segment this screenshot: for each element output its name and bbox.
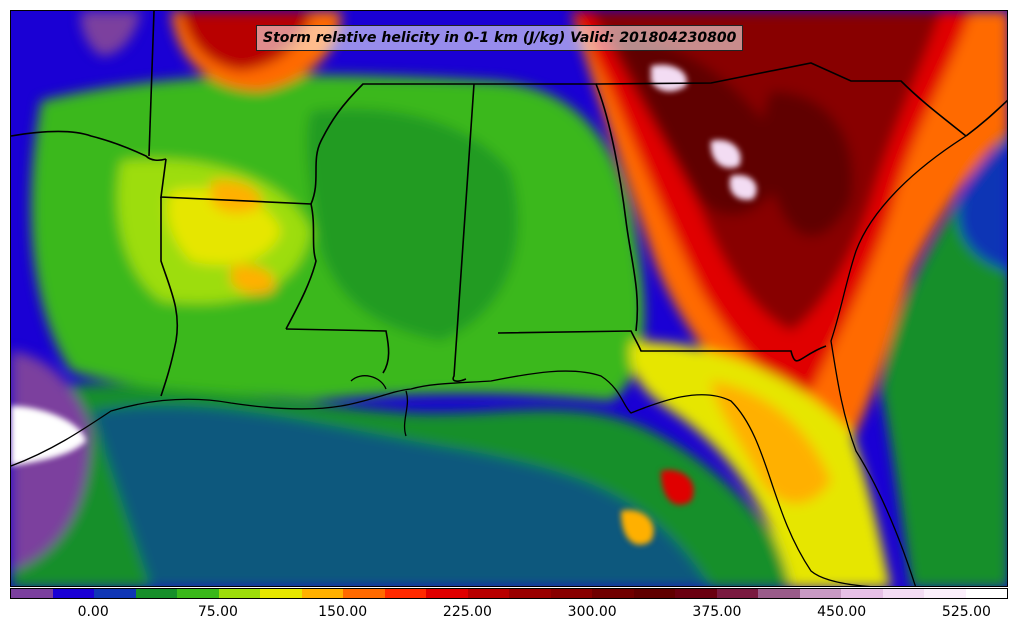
colorbar-tick-label: 150.00: [318, 604, 368, 620]
colorbar-segment: [135, 589, 177, 598]
colorbar: [10, 588, 1008, 599]
colorbar-segment: [52, 589, 94, 598]
colorbar-segment: [675, 589, 717, 598]
colorbar-tick-label: 225.00: [442, 604, 492, 620]
colorbar-segment: [94, 589, 136, 598]
colorbar-segment: [965, 589, 1007, 598]
colorbar-segment: [841, 589, 883, 598]
colorbar-segment: [301, 589, 343, 598]
colorbar-segment: [882, 589, 924, 598]
colorbar-segment: [260, 589, 302, 598]
colorbar-segment: [218, 589, 260, 598]
state-borders: [11, 11, 1007, 397]
helicity-map: [11, 11, 1007, 586]
colorbar-segment: [384, 589, 426, 598]
colorbar-segment: [426, 589, 468, 598]
colorbar-tick-label: 75.00: [197, 604, 238, 620]
helicity-field: [11, 11, 1007, 586]
colorbar-tick-label: 375.00: [692, 604, 742, 620]
colorbar-tick-label: 300.00: [567, 604, 617, 620]
coastline: [11, 135, 967, 586]
colorbar-tick-label: 525.00: [941, 604, 991, 620]
map-title: Storm relative helicity in 0-1 km (J/kg)…: [256, 25, 744, 51]
field-details: [11, 64, 757, 545]
colorbar-segment: [177, 589, 219, 598]
colorbar-tick-label: 450.00: [817, 604, 867, 620]
map-panel: Storm relative helicity in 0-1 km (J/kg)…: [10, 10, 1008, 587]
colorbar-segment: [343, 589, 385, 598]
colorbar-segment: [633, 589, 675, 598]
colorbar-segment: [11, 589, 53, 598]
colorbar-segment: [509, 589, 551, 598]
colorbar-segment: [799, 589, 841, 598]
colorbar-segment: [550, 589, 592, 598]
colorbar-tick-label: 0.00: [77, 604, 109, 620]
colorbar-segment: [758, 589, 800, 598]
colorbar-segment: [467, 589, 509, 598]
colorbar-segment: [592, 589, 634, 598]
colorbar-segment: [716, 589, 758, 598]
colorbar-segment: [924, 589, 966, 598]
